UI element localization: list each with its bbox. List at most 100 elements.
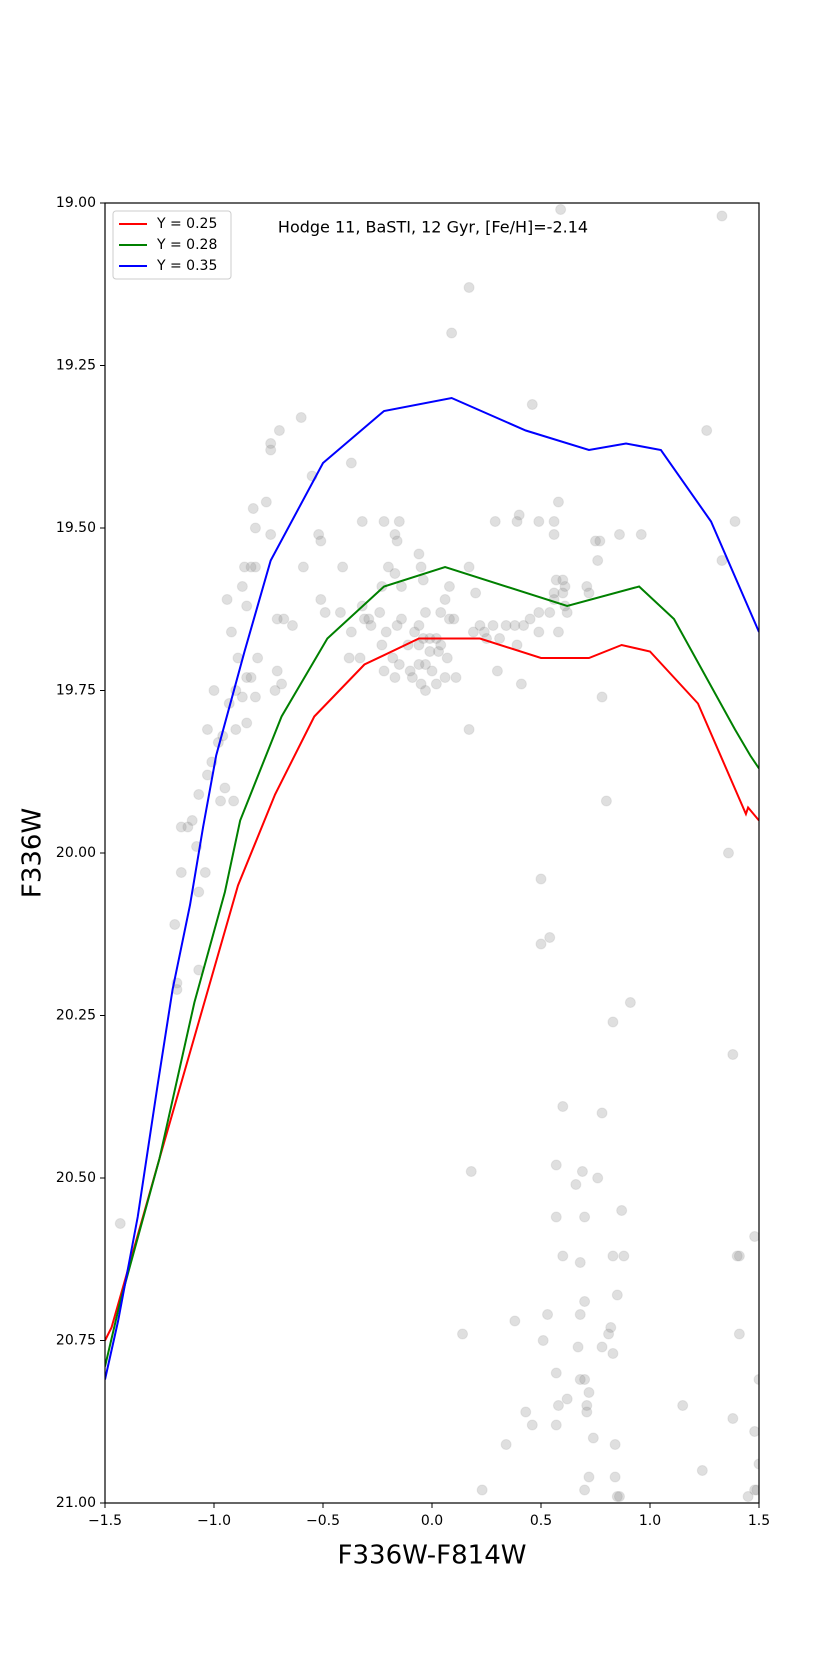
x-tick-label: 0.0 [421, 1513, 443, 1529]
point [208, 685, 220, 696]
point [583, 1471, 595, 1483]
point [592, 555, 604, 566]
point [618, 1250, 630, 1262]
point [433, 646, 445, 657]
point [583, 1387, 595, 1398]
point [513, 509, 525, 521]
point [443, 613, 455, 625]
point [596, 1107, 608, 1119]
point [489, 516, 501, 527]
point [225, 626, 237, 638]
point [576, 1166, 588, 1177]
point [613, 1491, 625, 1502]
point [276, 678, 288, 690]
point [446, 327, 458, 339]
point [374, 607, 386, 618]
point [337, 561, 349, 573]
point [199, 867, 211, 878]
point [271, 665, 283, 677]
point [271, 613, 283, 625]
point [389, 672, 401, 683]
point [616, 1205, 628, 1216]
point [430, 678, 442, 690]
legend-label: Y = 0.35 [156, 258, 217, 274]
point [733, 1328, 745, 1340]
point [387, 652, 399, 664]
point [354, 652, 366, 664]
point [552, 496, 564, 508]
point [465, 1166, 477, 1177]
plot-area [105, 204, 759, 1502]
point [435, 607, 447, 618]
point [561, 1393, 573, 1405]
point [511, 516, 523, 527]
point [550, 1159, 562, 1171]
point [391, 535, 403, 547]
point [696, 1465, 708, 1476]
point [175, 867, 187, 878]
point [701, 425, 713, 436]
point [561, 607, 573, 618]
legend-label: Y = 0.25 [156, 216, 217, 232]
point [245, 672, 257, 683]
point [239, 561, 251, 573]
point [594, 535, 606, 547]
point [550, 1419, 562, 1431]
point [749, 1484, 759, 1496]
y-tick-label: 20.50 [56, 1170, 96, 1186]
point [241, 672, 253, 683]
isochrone-line [105, 396, 759, 1380]
point [544, 607, 556, 618]
point [252, 652, 264, 664]
point [557, 574, 569, 586]
point [391, 620, 403, 631]
point [579, 1484, 591, 1496]
y-axis-label: F336W [18, 808, 48, 898]
point [581, 581, 593, 592]
point [596, 691, 608, 703]
x-tick-label: 1.0 [639, 1513, 661, 1529]
point [404, 665, 416, 677]
point [550, 1367, 562, 1379]
point [729, 516, 741, 527]
point [509, 620, 521, 631]
point [450, 672, 462, 683]
point [751, 1484, 759, 1496]
y-tick-label: 19.25 [56, 358, 96, 374]
point [273, 425, 285, 436]
point [533, 607, 545, 618]
point [169, 919, 181, 930]
point [535, 938, 547, 950]
x-tick-label: 1.5 [748, 1513, 770, 1529]
point [215, 795, 227, 807]
point [590, 535, 601, 547]
point [334, 607, 346, 618]
point [175, 821, 187, 833]
y-tick-label: 20.00 [56, 845, 96, 861]
point [533, 516, 545, 527]
point [749, 1231, 759, 1242]
point [476, 1484, 488, 1496]
point [518, 620, 530, 631]
point [600, 795, 612, 807]
point [363, 613, 375, 625]
point [413, 659, 425, 670]
point [448, 613, 460, 625]
point [609, 1471, 621, 1483]
point [579, 1211, 591, 1223]
point [574, 1257, 586, 1268]
point [494, 633, 506, 644]
point [245, 561, 257, 573]
point [607, 1348, 619, 1359]
point [443, 581, 455, 592]
point [605, 1322, 617, 1333]
point [596, 1341, 608, 1353]
point [537, 1335, 549, 1346]
point [295, 412, 307, 423]
point [548, 516, 560, 527]
point [356, 516, 368, 527]
y-tick-label: 20.25 [56, 1008, 96, 1024]
point [193, 789, 205, 800]
x-tick-label: 0.5 [530, 1513, 552, 1529]
